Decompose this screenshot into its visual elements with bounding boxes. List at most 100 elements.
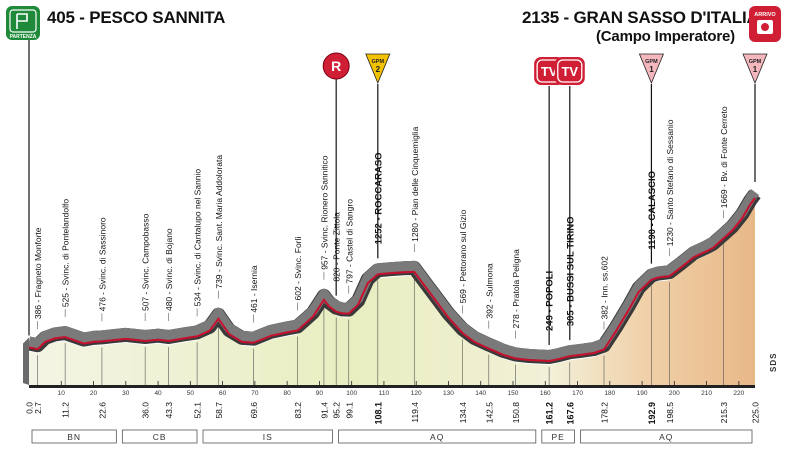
- km-label-group: 11.2: [61, 402, 71, 418]
- km-label-group: 91.4: [319, 402, 329, 419]
- side-label: SDS: [769, 353, 778, 372]
- axis-tick-label: 20: [90, 390, 98, 397]
- km-label: 91.4: [319, 402, 329, 419]
- place-label: 249 - POPOLI: [545, 271, 556, 331]
- region-label: IS: [263, 432, 273, 442]
- km-label-group: 167.6: [565, 402, 575, 425]
- region-label: CB: [153, 432, 167, 442]
- km-label: 108.1: [373, 402, 383, 425]
- finish-camera-lens: [761, 23, 769, 31]
- km-label: 99.1: [344, 402, 354, 419]
- place-label: 382 - Inn. ss.602: [599, 256, 609, 320]
- place-label-group: 739 - Svinc. Sant. Maria Addolorata: [214, 155, 224, 289]
- checkered-flag-icon: [16, 13, 28, 29]
- region-box: [121, 429, 198, 444]
- axis-tick-label: 10: [58, 390, 66, 397]
- axis-baseline: [29, 385, 755, 388]
- km-label: 119.4: [410, 402, 420, 423]
- km-label: 52.1: [193, 402, 203, 419]
- km-label-group: 36.0: [141, 402, 151, 419]
- place-label-group: 480 - Svinc. di Bojano: [164, 228, 174, 311]
- region-box: [541, 429, 575, 444]
- profile-left-wall: [23, 337, 29, 385]
- axis-tick-label: 30: [122, 390, 130, 397]
- km-label: 215.3: [719, 402, 729, 424]
- km-label-group: 225.0: [751, 402, 761, 424]
- refreshment-icon: [322, 52, 350, 80]
- km-label-group: 178.2: [599, 402, 609, 424]
- km-label-group: 69.6: [249, 402, 259, 419]
- place-label-group: 534 - Svinc. di Cantalupo nel Sannio: [193, 169, 203, 307]
- refreshment-label: R: [331, 58, 341, 74]
- km-label: 83.2: [293, 402, 303, 419]
- km-label: 161.2: [545, 402, 555, 425]
- axis-tick-label: 90: [316, 390, 324, 397]
- region-box: [580, 429, 753, 444]
- place-label: 525 - Svinc. di Pontelandolfo: [61, 199, 71, 307]
- region-label: AQ: [430, 432, 444, 442]
- km-label-group: 99.1: [344, 402, 354, 419]
- km-label-group: 52.1: [193, 402, 203, 419]
- km-label-group: 2.7: [33, 402, 43, 414]
- km-label: 225.0: [751, 402, 761, 424]
- side-label-group: SDS: [769, 353, 778, 372]
- km-label-group: 43.3: [164, 402, 174, 419]
- km-label: 69.6: [249, 402, 259, 419]
- km-label: 178.2: [599, 402, 609, 424]
- km-label: 11.2: [61, 402, 71, 418]
- axis-tick-label: 110: [379, 390, 390, 397]
- region-box: [31, 429, 117, 444]
- km-label-group: 142.5: [484, 402, 494, 424]
- finish-subtitle: (Campo Imperatore): [596, 28, 735, 45]
- place-label: 602 - Svinc. Forlì: [293, 236, 303, 300]
- place-label-group: 1230 - Santo Stefano di Sessanio: [665, 119, 675, 246]
- place-label-group: 797 - Castel di Sangro: [344, 199, 354, 284]
- place-label: 461 - Isernia: [249, 265, 259, 313]
- road-stripe: [28, 197, 756, 363]
- km-label-group: 108.1: [373, 402, 383, 425]
- place-label-group: 386 - Fragneto Monforte: [33, 227, 43, 319]
- place-label-group: 476 - Svinc. di Sassinoro: [97, 217, 107, 311]
- region-box: [202, 429, 333, 444]
- km-label-group: 134.4: [458, 402, 468, 424]
- tv-icon: [554, 57, 585, 85]
- place-label-group: 461 - Isernia: [249, 265, 259, 313]
- place-label-group: 249 - POPOLI: [545, 271, 556, 331]
- km-label: 142.5: [484, 402, 494, 424]
- axis-tick-label: 120: [411, 390, 422, 397]
- km-label-group: 198.5: [665, 402, 675, 424]
- place-label: 739 - Svinc. Sant. Maria Addolorata: [214, 155, 224, 289]
- km-label: 2.7: [33, 402, 43, 414]
- place-label: 480 - Svinc. di Bojano: [164, 228, 174, 311]
- axis-tick-label: 190: [637, 390, 648, 397]
- km-label-group: 192.9: [647, 402, 657, 425]
- axis-tick-label: 40: [154, 390, 162, 397]
- place-label: 476 - Svinc. di Sassinoro: [97, 217, 107, 311]
- region-label: BN: [67, 432, 81, 442]
- region-label: AQ: [659, 432, 673, 442]
- axis-tick-label: 50: [187, 390, 195, 397]
- place-label: 1252 - ROCCARASO: [373, 152, 384, 244]
- km-label: 167.6: [565, 402, 575, 425]
- axis-tick-label: 170: [572, 390, 583, 397]
- km-label: 192.9: [647, 402, 657, 425]
- place-label-group: 1252 - ROCCARASO: [373, 152, 384, 244]
- km-label-group: 83.2: [293, 402, 303, 419]
- place-label-group: 278 - Pratola Peligna: [511, 249, 521, 329]
- axis-tick-label: 210: [701, 390, 712, 397]
- km-label-group: 95.2: [332, 402, 342, 419]
- place-label-group: 525 - Svinc. di Pontelandolfo: [61, 199, 71, 307]
- finish-badge-label: ARRIVO: [754, 12, 776, 18]
- km-label: 22.6: [97, 402, 107, 419]
- place-label: 957 - Svinc. Rionero Sannitico: [319, 155, 329, 270]
- place-label-group: 392 - Sulmona: [484, 263, 494, 319]
- km-label-group: 22.6: [97, 402, 107, 419]
- km-label-group: 150.8: [511, 402, 521, 424]
- tv-icon-label: TV: [561, 64, 578, 79]
- place-label-group: 382 - Inn. ss.602: [599, 256, 609, 320]
- km-label-group: 215.3: [719, 402, 729, 424]
- start-title: 405 - PESCO SANNITA: [47, 8, 226, 27]
- km-label: 150.8: [511, 402, 521, 424]
- km-label: 95.2: [332, 402, 342, 419]
